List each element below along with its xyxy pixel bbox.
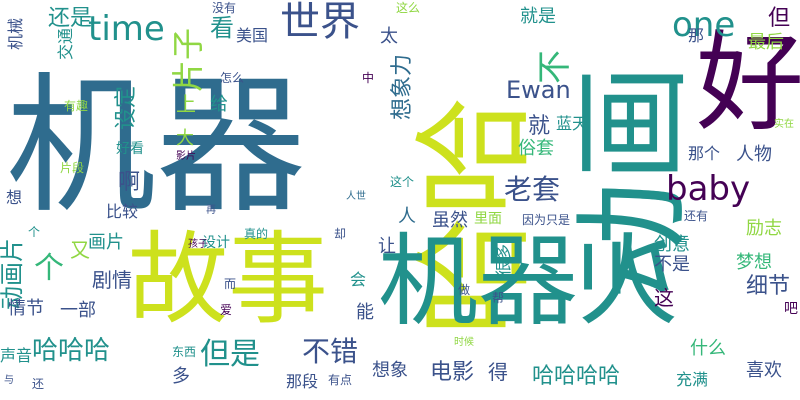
cloud-word: 最后: [748, 32, 784, 53]
cloud-word: 人世: [346, 191, 366, 202]
cloud-word: 人: [398, 206, 416, 227]
cloud-word: 机器人: [378, 223, 678, 340]
cloud-word: 个: [28, 225, 41, 239]
cloud-word: 那段: [286, 372, 319, 391]
cloud-word: 什么: [690, 338, 726, 359]
cloud-word: 就是: [520, 6, 556, 27]
cloud-word: 啊: [118, 170, 141, 195]
cloud-word: 细节: [746, 274, 791, 299]
cloud-word: 那: [688, 26, 705, 45]
cloud-word: 还: [32, 377, 45, 391]
cloud-word: 声音: [0, 346, 33, 365]
cloud-word: 片段: [60, 161, 85, 175]
cloud-word: 俗套: [518, 138, 554, 159]
cloud-word: 这个: [390, 175, 415, 189]
cloud-word: 给: [210, 94, 228, 115]
cloud-word: 好看: [116, 141, 144, 157]
cloud-word: 故事: [128, 221, 328, 338]
cloud-word: 上: [176, 92, 196, 116]
cloud-word: 交通: [56, 27, 75, 60]
cloud-word: 得: [488, 360, 508, 384]
cloud-word: 但: [768, 6, 791, 31]
cloud-word: 画片: [88, 232, 124, 253]
cloud-word: 吧: [784, 301, 798, 317]
cloud-word: 与: [4, 375, 14, 386]
cloud-word: 有趣: [64, 99, 89, 113]
cloud-word: 影片: [176, 151, 196, 162]
cloud-word: 个: [34, 251, 64, 286]
cloud-word: 创意: [654, 234, 690, 255]
cloud-word: 没有: [212, 1, 237, 15]
cloud-word: 电影: [430, 360, 475, 385]
cloud-word: 美国: [236, 26, 269, 45]
cloud-word: 一部: [60, 300, 96, 321]
cloud-word: 老套: [504, 173, 561, 206]
cloud-word: 还是: [48, 6, 93, 31]
cloud-word: one: [672, 5, 736, 45]
cloud-word: 还有: [684, 209, 709, 223]
cloud-word: 会: [350, 270, 367, 289]
cloud-word: 因为只是: [522, 213, 571, 227]
cloud-word: 中: [362, 71, 375, 85]
cloud-word: 剧情: [92, 268, 132, 292]
cloud-word: 虽然: [432, 210, 468, 231]
cloud-word: 世界: [280, 0, 360, 45]
cloud-word: 设计: [202, 235, 230, 251]
cloud-word: 情节: [8, 298, 44, 319]
cloud-word: 多: [172, 366, 190, 387]
cloud-word: 真的: [244, 227, 269, 241]
cloud-word: 好: [696, 21, 800, 146]
cloud-word: time: [88, 9, 165, 49]
cloud-word: 这么: [396, 1, 421, 15]
cloud-word: 很多: [494, 243, 513, 276]
cloud-word: baby: [666, 169, 751, 209]
cloud-word: 时候: [454, 337, 474, 348]
cloud-word: 不错: [302, 335, 359, 368]
cloud-word: 蓝天: [556, 114, 589, 133]
cloud-word: 那个: [688, 144, 721, 163]
cloud-word: 又: [70, 238, 90, 262]
cloud-word: 太: [380, 26, 398, 47]
cloud-word: 能: [356, 302, 374, 323]
cloud-word: 哈哈哈: [32, 336, 111, 366]
cloud-word: Ewan: [506, 76, 571, 104]
cloud-word: 但是: [200, 337, 260, 372]
cloud-word: 想: [6, 188, 23, 207]
cloud-word: 东西: [172, 345, 197, 359]
cloud-word: 帮: [492, 291, 505, 305]
cloud-word: 设定: [114, 85, 139, 130]
cloud-word: 就: [528, 114, 551, 139]
cloud-word: 想象: [372, 360, 408, 381]
cloud-word: 大: [176, 128, 194, 149]
cloud-word: 这: [654, 286, 674, 310]
cloud-word: 人物: [736, 144, 772, 165]
cloud-word: 孩子: [188, 239, 208, 250]
cloud-word: 有点: [328, 373, 353, 387]
cloud-word: 实在: [774, 119, 794, 130]
cloud-word: 喜欢: [746, 360, 782, 381]
cloud-word: 梦想: [736, 252, 772, 273]
cloud-word: 不是: [654, 254, 690, 275]
cloud-word: 机器: [6, 60, 307, 234]
cloud-word: 充满: [676, 370, 709, 389]
cloud-word: 爱: [220, 303, 233, 317]
cloud-word: 想象力: [390, 53, 415, 120]
cloud-word: 机械: [6, 17, 25, 50]
cloud-word: 却: [334, 227, 347, 241]
cloud-word: 再: [206, 205, 216, 216]
cloud-word: 看: [210, 14, 234, 42]
cloud-word: 励志: [746, 218, 782, 239]
cloud-word: 怎么: [220, 71, 245, 85]
cloud-word: 做: [458, 283, 471, 297]
cloud-word: 里面: [474, 211, 502, 227]
cloud-word: 让: [378, 236, 396, 257]
cloud-word: 比较: [106, 202, 139, 221]
cloud-word: 片子: [169, 27, 207, 92]
cloud-word: 哈哈哈哈: [532, 364, 621, 389]
cloud-word: 而: [224, 277, 237, 291]
